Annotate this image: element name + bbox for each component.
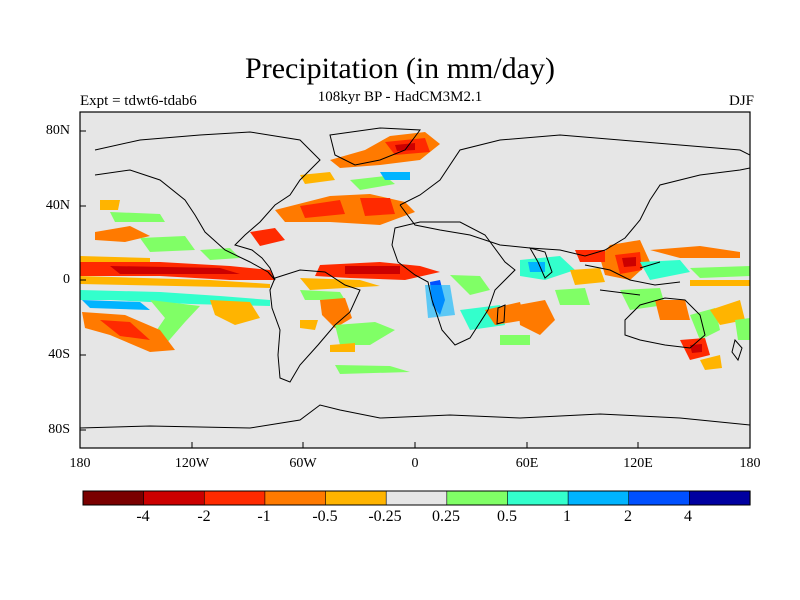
colorbar-swatch: [264, 490, 327, 506]
anomaly-patch: [570, 268, 605, 285]
coastline-india: [528, 247, 553, 279]
coastline-maritime: [584, 261, 681, 296]
anomaly-patch: [335, 365, 410, 374]
anomaly-patch: [330, 343, 355, 352]
anomaly-patch: [395, 143, 415, 151]
colorbar-swatch: [143, 490, 205, 506]
map-subtitle: 108kyr BP - HadCM3M2.1: [317, 89, 483, 105]
anomaly-patch: [555, 288, 590, 305]
anomaly-patch: [690, 266, 750, 278]
anomaly-patch: [450, 275, 490, 295]
anomaly-patch: [210, 300, 260, 325]
anomaly-patch: [655, 300, 690, 320]
anomaly-patch: [345, 266, 400, 274]
anomaly-patch: [690, 308, 720, 340]
anomaly-patch: [360, 198, 395, 216]
anomaly-patch: [518, 300, 555, 335]
lon-label: 120W: [174, 456, 210, 471]
anomaly-patch: [575, 250, 605, 262]
anomaly-patch: [528, 262, 545, 272]
coastlines: [80, 127, 750, 429]
colorbar: [82, 490, 751, 506]
anomaly-patch: [380, 172, 410, 180]
coastline-eurasia: [399, 134, 750, 257]
anomaly-patch: [82, 300, 150, 310]
anomaly-patch: [110, 266, 240, 274]
season-label: DJF: [728, 93, 754, 109]
colorbar-swatch: [689, 490, 751, 506]
colorbar-label: 1: [563, 508, 571, 525]
colorbar-frame: [82, 490, 751, 506]
colorbar-label: 4: [684, 508, 692, 525]
colorbar-label: -0.5: [312, 508, 338, 525]
anomaly-patch: [300, 278, 380, 290]
lon-label: 60E: [515, 456, 539, 471]
axis-ticks: [79, 130, 751, 448]
anomaly-patch: [320, 298, 352, 328]
coastline-greenland: [329, 127, 421, 166]
lon-label: 0: [411, 456, 419, 471]
colorbar-swatch: [325, 490, 387, 506]
colorbar-label: 2: [624, 508, 632, 525]
anomaly-patch: [735, 318, 750, 340]
colorbar-label: 0.25: [432, 508, 460, 525]
lon-label: 60W: [289, 456, 317, 471]
anomaly-patch: [100, 200, 120, 210]
anomaly-patch: [100, 320, 150, 340]
anomaly-patch: [300, 290, 345, 300]
anomaly-patch: [425, 285, 455, 318]
anomaly-patch: [335, 322, 395, 345]
anomaly-patch: [640, 260, 690, 280]
anomaly-patch: [80, 276, 270, 288]
coastline-north-america: [94, 131, 321, 281]
lat-label: 40N: [45, 198, 70, 213]
map-title: Precipitation (in mm/day): [245, 52, 555, 85]
anomaly-patch: [650, 246, 740, 258]
anomaly-patches: [80, 132, 750, 374]
coastline-south-america: [269, 269, 361, 383]
anomaly-patch: [690, 344, 702, 353]
anomaly-patch: [700, 355, 722, 370]
colorbar-label: 0.5: [497, 508, 517, 525]
lon-label: 180: [69, 456, 91, 471]
anomaly-patch: [300, 200, 345, 218]
colorbar-swatch: [82, 490, 145, 506]
coastline-madagascar: [496, 304, 506, 325]
anomaly-patch: [95, 226, 150, 242]
lat-label: 0: [63, 272, 70, 287]
colorbar-label: -0.25: [368, 508, 402, 525]
coastline-australia: [624, 297, 706, 349]
lat-label: 40S: [48, 347, 70, 362]
anomaly-patch: [80, 256, 150, 262]
anomaly-patch: [200, 248, 240, 260]
anomaly-patch: [500, 335, 530, 345]
anomaly-patch: [300, 320, 318, 330]
colorbar-swatch: [628, 490, 690, 506]
experiment-label: Expt = tdwt6-tdab6: [80, 93, 197, 109]
lon-label: 120E: [623, 456, 653, 471]
anomaly-patch: [710, 300, 745, 325]
colorbar-label: -4: [136, 508, 150, 525]
colorbar-swatch: [446, 490, 509, 506]
coastline-new-zealand: [731, 338, 743, 362]
colorbar-swatch: [567, 490, 630, 506]
lat-label: 80S: [48, 422, 70, 437]
colorbar-swatch: [385, 490, 448, 506]
colorbar-swatch: [507, 490, 569, 506]
anomaly-patch: [110, 212, 165, 222]
anomaly-patch: [622, 257, 636, 267]
lon-label: 180: [739, 456, 761, 471]
anomaly-patch: [140, 236, 195, 252]
anomaly-patch: [350, 176, 395, 190]
coastline-antarctica: [80, 404, 750, 429]
anomaly-patch: [250, 228, 285, 246]
colorbar-swatch: [203, 490, 266, 506]
colorbar-label: -2: [197, 508, 211, 525]
anomaly-patch: [300, 172, 335, 184]
coastline-africa: [391, 221, 516, 346]
anomaly-patch: [690, 280, 750, 286]
lat-label: 80N: [45, 123, 70, 138]
colorbar-label: -1: [257, 508, 271, 525]
